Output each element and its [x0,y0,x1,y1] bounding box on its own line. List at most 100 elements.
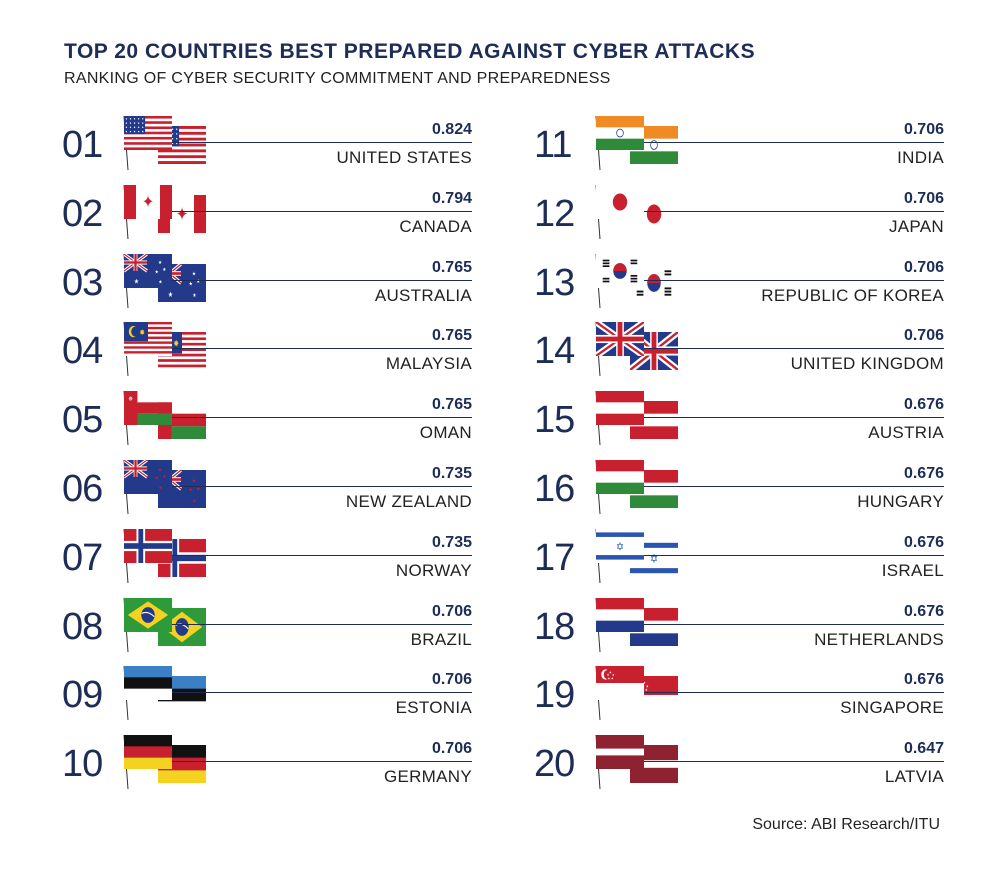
country-name: ESTONIA [395,698,472,718]
leader-line [172,142,472,143]
svg-text:★: ★ [189,281,193,288]
svg-text:★: ★ [611,677,614,681]
rank-number: 08 [62,605,103,648]
ranking-row: 12 0.706 JAPAN [534,183,944,249]
svg-text:★: ★ [189,487,193,494]
score-value: 0.765 [431,396,472,414]
svg-text:★: ★ [192,478,196,485]
us-flag-icon [123,115,206,170]
score-value: 0.706 [903,189,944,207]
score-value: 0.735 [431,533,472,551]
score-value: 0.706 [903,327,944,345]
austria-flag-icon [595,391,678,446]
leader-line [644,348,944,350]
ranking-row: 19 ★★★★★ ★★★★★ 0.676 SINGAPORE [534,664,944,730]
country-name: NETHERLANDS [814,629,944,649]
svg-text:★: ★ [609,671,612,675]
leader-line [644,692,944,694]
singapore-flag-icon: ★★★★★ ★★★★★ [595,666,678,721]
score-value: 0.794 [431,189,472,207]
svg-text:✡: ✡ [650,553,658,567]
svg-text:★: ★ [162,266,166,272]
leader-line [644,210,944,212]
score-value: 0.706 [903,121,944,138]
ranking-row: 15 0.676 AUSTRIA [534,389,944,455]
ranking-row: 02 ✦ ✦ 0.794 CANADA [62,183,472,249]
score-value: 0.824 [431,121,472,138]
rank-number: 10 [62,743,103,786]
ranking-row: 20 0.647 LATVIA [534,733,944,799]
latvia-flag-icon [595,735,678,790]
canada-flag-icon: ✦ ✦ [123,184,206,239]
new-zealand-flag-icon: ★★ ★★ ★★ ★★ [123,459,206,514]
svg-text:★: ★ [608,677,611,681]
ranking-row: 06 ★ ★ ★ ★ ★ ★ ★ ★ 0.735 NEW ZEALAND [62,458,472,524]
score-value: 0.735 [431,465,472,482]
leader-line [644,623,944,625]
leader-line [644,279,944,281]
score-value: 0.676 [903,671,944,689]
rank-number: 18 [534,605,575,648]
country-name: CANADA [399,216,472,236]
ranking-row: 17 ✡ ✡ 0.676 ISRAEL [534,527,944,593]
chart-title: TOP 20 COUNTRIES BEST PREPARED AGAINST C… [64,40,756,63]
leader-line [172,761,472,763]
svg-text:★: ★ [193,292,197,299]
uk-flag-icon [595,322,678,377]
svg-text:★: ★ [612,673,615,677]
svg-text:✸: ✸ [173,339,179,349]
estonia-flag-icon [123,666,206,721]
hungary-flag-icon [595,459,678,514]
rank-number: 07 [62,536,103,579]
norway-flag-icon [123,528,206,583]
source-note: Source: ABI Research/ITU [752,816,940,833]
rank-number: 16 [534,468,575,510]
score-value: 0.706 [431,671,472,689]
ranking-row: 08 0.706 BRAZIL [62,596,472,662]
rank-number: 17 [534,536,575,579]
japan-flag-icon [595,184,678,239]
rank-number: 03 [62,261,103,304]
country-name: HUNGARY [857,492,944,511]
ranking-row: 16 0.676 HUNGARY [534,458,944,524]
rank-number: 15 [534,399,575,442]
chart-subtitle: RANKING OF CYBER SECURITY COMMITMENT AND… [64,70,611,87]
country-name: INDIA [897,148,944,167]
country-name: AUSTRALIA [374,285,472,305]
leader-line [172,210,472,212]
country-name: JAPAN [888,216,944,236]
svg-text:✸: ✸ [139,328,145,338]
ranking-row: 11 0.706 INDIA [534,114,944,180]
score-value: 0.647 [903,740,944,758]
score-value: 0.676 [903,396,944,414]
svg-text:★: ★ [643,681,646,686]
rank-number: 20 [534,743,575,786]
country-name: LATVIA [884,767,944,787]
score-value: 0.676 [903,465,944,482]
leader-line [644,486,944,487]
germany-flag-icon [123,735,206,790]
score-value: 0.706 [431,602,472,620]
svg-text:✦: ✦ [142,193,154,211]
ranking-row: 10 0.706 GERMANY [62,733,472,799]
svg-text:★: ★ [193,498,197,505]
malaysia-flag-icon: ✸ ✸ [123,322,206,377]
score-value: 0.706 [903,258,944,276]
ranking-row: 13 0.706 REPUBLIC OF KOREA [534,252,944,318]
leader-line [172,348,472,350]
svg-text:★: ★ [192,270,196,277]
rank-number: 11 [534,124,572,166]
rank-number: 19 [534,674,575,717]
svg-text:★: ★ [168,291,173,299]
score-value: 0.765 [431,258,472,276]
ranking-row: 07 0.735 NORWAY [62,527,472,593]
rank-number: 13 [534,261,575,304]
svg-text:★: ★ [159,485,163,491]
svg-text:✦: ✦ [176,203,188,224]
oman-flag-icon: ✵ ✵ [123,391,206,446]
india-flag-icon [595,115,678,170]
svg-text:★: ★ [646,684,649,689]
netherlands-flag-icon [595,597,678,652]
rank-number: 02 [62,192,103,235]
